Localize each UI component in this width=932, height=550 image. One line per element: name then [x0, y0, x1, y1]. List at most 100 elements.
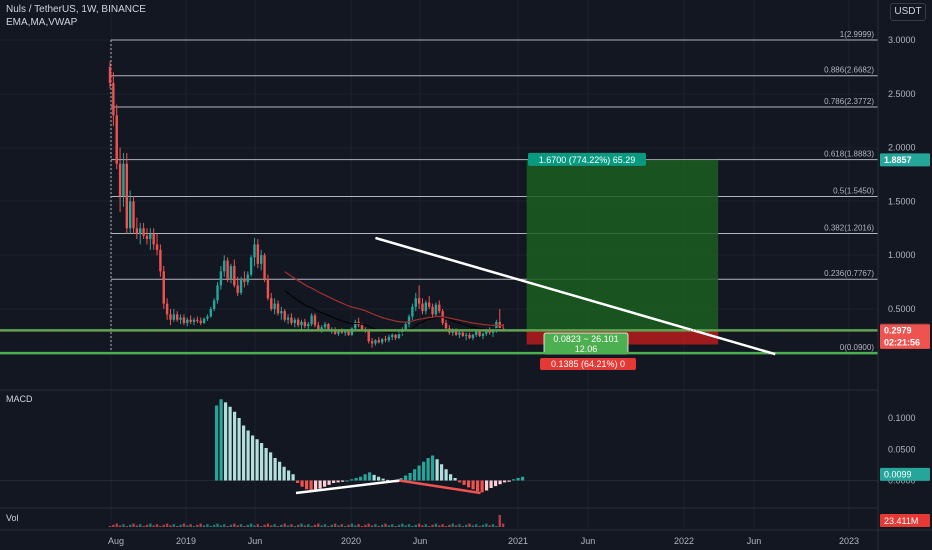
candle-body: [189, 319, 192, 322]
macd-histogram-bar: [287, 470, 291, 481]
candle-body: [411, 306, 414, 317]
candle-body: [384, 339, 387, 341]
candle-body: [212, 300, 216, 309]
candle-body: [377, 340, 380, 343]
candle-body: [246, 274, 249, 283]
macd-histogram-bar: [494, 480, 498, 487]
volume-bar: [451, 523, 454, 527]
volume-bar: [387, 525, 391, 527]
macd-histogram-bar: [471, 480, 475, 490]
candle-body: [354, 321, 357, 329]
macd-histogram-bar: [260, 443, 264, 481]
candle-body: [397, 332, 401, 339]
candle-body: [485, 330, 488, 334]
candle-body: [313, 315, 317, 326]
candle-body: [243, 278, 246, 283]
candle-body: [112, 83, 115, 116]
volume-bar: [495, 526, 498, 527]
macd-histogram-bar: [377, 476, 381, 481]
target-label: 1.6700 (774.22%) 65.29: [539, 155, 636, 165]
candle-body: [176, 314, 179, 320]
macd-divergence-line: [295, 479, 400, 495]
volume-bar: [226, 526, 229, 527]
candle-body: [407, 316, 411, 325]
macd-histogram-bar: [233, 411, 237, 481]
candle-body: [223, 260, 226, 272]
volume-bar: [169, 525, 172, 527]
volume-bar: [431, 524, 434, 527]
candle-body: [182, 317, 186, 323]
fib-level-label: 0.236(0.7767): [824, 269, 874, 278]
macd-histogram-bar: [296, 480, 300, 483]
candle-body: [478, 331, 481, 336]
symbol-title[interactable]: Nuls / TetherUS, 1W, BINANCE: [6, 4, 146, 15]
y-tick-label: 2.5000: [888, 89, 916, 99]
indicator-list[interactable]: EMA,MA,VWAP: [6, 17, 78, 28]
candle-body: [196, 319, 199, 321]
macd-histogram-bar: [242, 425, 246, 481]
y-tick-label: 1.5000: [888, 196, 916, 206]
volume-bar: [192, 526, 196, 527]
macd-histogram-bar: [521, 476, 525, 481]
volume-bar: [414, 524, 417, 527]
x-tick-label: Jun: [413, 536, 428, 546]
candle-body: [115, 115, 118, 164]
candle-body: [276, 303, 280, 314]
volume-bar: [135, 525, 139, 527]
volume-bar: [209, 526, 212, 527]
volume-bar: [239, 524, 243, 527]
macd-histogram-bar: [503, 480, 507, 483]
volume-bar: [421, 525, 424, 527]
candle-body: [202, 318, 206, 323]
price-label-bg: [880, 153, 930, 167]
candle-body: [344, 331, 347, 333]
candle-body: [495, 321, 498, 331]
volume-bar: [468, 523, 471, 527]
macd-histogram-bar: [498, 480, 502, 485]
candle-body: [394, 334, 397, 339]
macd-histogram-bar: [269, 452, 273, 481]
risk-reward-label: 12.06: [575, 344, 598, 354]
drawings-layer[interactable]: [0, 236, 878, 356]
candle-body: [263, 255, 266, 279]
volume-bar: [139, 524, 142, 527]
candle-body: [226, 260, 229, 279]
candle-body: [256, 244, 260, 264]
currency-badge[interactable]: USDT: [890, 3, 926, 21]
candle-body: [434, 304, 438, 315]
volume-bar: [300, 523, 303, 527]
macd-histogram-bar: [345, 480, 349, 482]
volume-bar: [260, 526, 263, 527]
volume-bar: [320, 525, 323, 527]
volume-bar: [475, 524, 478, 527]
candle-body: [414, 298, 417, 307]
volume-bar: [438, 525, 441, 527]
macd-histogram-bar: [264, 448, 268, 481]
macd-histogram-bar: [359, 476, 363, 481]
volume-bar: [461, 526, 464, 527]
candle-body: [273, 303, 276, 309]
macd-histogram-bar: [467, 480, 471, 488]
volume-bar: [434, 523, 438, 527]
candle-body: [249, 257, 253, 275]
candle-body: [374, 340, 377, 344]
time-axis[interactable]: Aug 2019 Jun 2020 Jun 2021 Jun 2022 Jun 2023: [0, 529, 932, 546]
y-tick-label: 0.5000: [888, 304, 916, 314]
volume-bar: [276, 526, 280, 527]
volume-bar: [122, 524, 125, 527]
volume-bar: [199, 523, 202, 527]
volume-bar: [380, 524, 384, 527]
macd-histogram-bar: [458, 480, 462, 483]
candle-body: [179, 317, 182, 320]
price-axis[interactable]: 3.0000 2.5000 2.0000 1.5000 1.0000 0.5000 0.10…: [877, 0, 932, 550]
candle-body: [293, 319, 296, 323]
candle-body: [233, 265, 236, 286]
candle-body: [320, 327, 323, 331]
candle-body: [266, 278, 270, 299]
volume-bar: [488, 525, 491, 527]
volume-bar: [444, 526, 448, 527]
long-position-tool[interactable]: 1.6700 (774.22%) 65.29 0.0823 ~ 26.10112.…: [526, 152, 719, 370]
macd-pane: MACD: [0, 394, 878, 495]
macd-histogram-bar: [255, 439, 259, 481]
